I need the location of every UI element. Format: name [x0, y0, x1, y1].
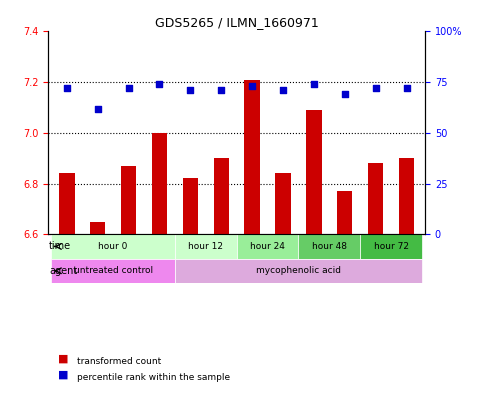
- Text: percentile rank within the sample: percentile rank within the sample: [77, 373, 230, 382]
- FancyBboxPatch shape: [237, 234, 298, 259]
- FancyBboxPatch shape: [51, 259, 175, 283]
- Point: [63, 85, 71, 92]
- Point: [403, 85, 411, 92]
- Bar: [306, 110, 322, 234]
- Bar: [152, 133, 167, 234]
- FancyBboxPatch shape: [298, 234, 360, 259]
- Text: hour 72: hour 72: [373, 242, 409, 251]
- Bar: [59, 173, 74, 234]
- Text: mycophenolic acid: mycophenolic acid: [256, 266, 341, 275]
- Point: [279, 87, 287, 94]
- Text: transformed count: transformed count: [77, 357, 161, 366]
- Bar: [244, 80, 260, 234]
- Bar: [399, 158, 414, 234]
- Text: untreated control: untreated control: [73, 266, 153, 275]
- Text: ■: ■: [58, 354, 69, 364]
- Point: [248, 83, 256, 89]
- Point: [372, 85, 380, 92]
- Title: GDS5265 / ILMN_1660971: GDS5265 / ILMN_1660971: [155, 16, 319, 29]
- Point: [310, 81, 318, 87]
- Bar: [213, 158, 229, 234]
- Point: [217, 87, 225, 94]
- Bar: [275, 173, 291, 234]
- Point: [341, 91, 349, 97]
- Text: hour 0: hour 0: [99, 242, 128, 251]
- Bar: [121, 166, 136, 234]
- FancyBboxPatch shape: [175, 259, 422, 283]
- Text: hour 24: hour 24: [250, 242, 285, 251]
- Point: [186, 87, 194, 94]
- Text: time: time: [49, 241, 71, 252]
- Bar: [90, 222, 105, 234]
- Point: [125, 85, 132, 92]
- Bar: [337, 191, 353, 234]
- Text: ■: ■: [58, 369, 69, 379]
- FancyBboxPatch shape: [360, 234, 422, 259]
- Point: [156, 81, 163, 87]
- Bar: [368, 163, 384, 234]
- FancyBboxPatch shape: [175, 234, 237, 259]
- Bar: [183, 178, 198, 234]
- Point: [94, 105, 101, 112]
- Text: hour 12: hour 12: [188, 242, 223, 251]
- Text: hour 48: hour 48: [312, 242, 347, 251]
- FancyBboxPatch shape: [51, 234, 175, 259]
- Text: agent: agent: [49, 266, 77, 276]
